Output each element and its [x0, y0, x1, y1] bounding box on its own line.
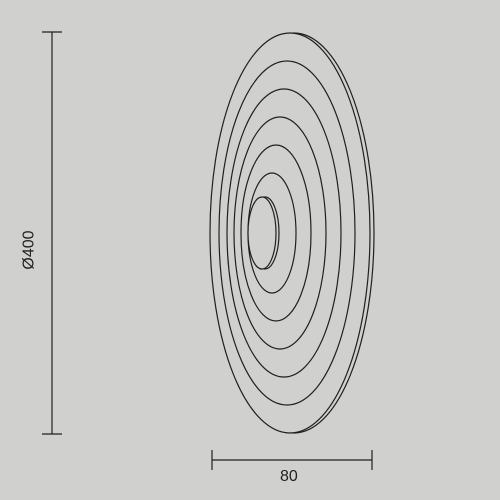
vertical-dim-label: Ø400: [21, 230, 39, 269]
drawing-canvas: Ø400 80: [0, 0, 500, 500]
horizontal-dim-label: 80: [280, 468, 298, 486]
diagram-svg: [0, 0, 500, 500]
